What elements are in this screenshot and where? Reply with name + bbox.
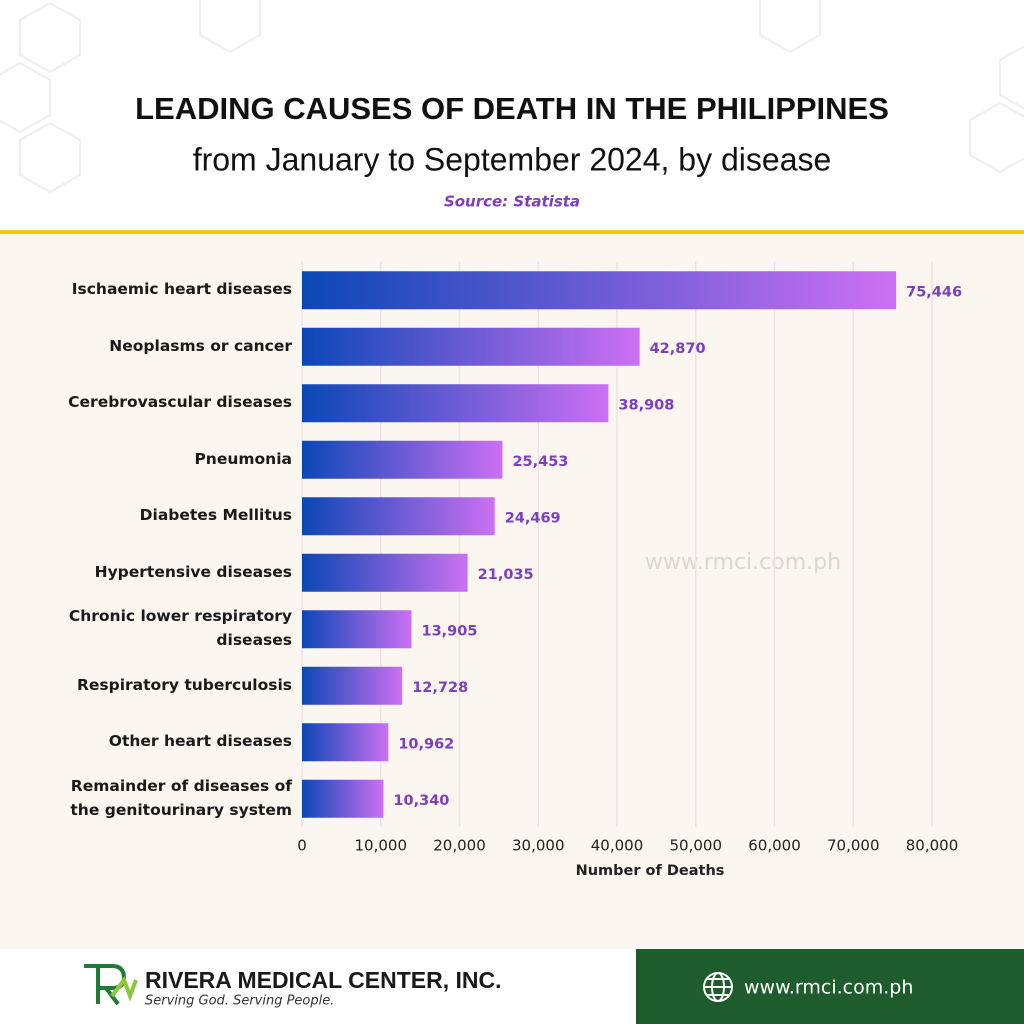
source: Source: Statista (444, 193, 580, 211)
value-label: 13,905 (422, 623, 478, 639)
value-label: 10,962 (398, 736, 454, 752)
x-tick-label: 10,000 (355, 837, 408, 855)
x-tick-label: 80,000 (906, 837, 959, 855)
y-tick-label: Hypertensive diseases (94, 562, 292, 581)
x-tick-label: 40,000 (591, 837, 644, 855)
y-tick-label: Neoplasms or cancer (109, 336, 292, 355)
bar (302, 497, 495, 536)
company-name: RIVERA MEDICAL CENTER, INC. (145, 967, 502, 993)
bar (302, 327, 640, 366)
value-label: 10,340 (393, 793, 449, 809)
bar (302, 666, 403, 705)
y-tick-label: Remainder of diseases of the genitourina… (70, 776, 292, 819)
bar (302, 440, 503, 479)
plot-area: 0 10,000 20,000 30,000 40,000 50,000 60,000 70,… (297, 262, 962, 879)
value-label: 24,469 (505, 510, 561, 526)
bar (302, 779, 384, 818)
logo (84, 964, 138, 1006)
y-tick-label: Other heart diseases (108, 732, 292, 751)
x-tick-label: 70,000 (827, 837, 880, 855)
y-tick-label: Pneumonia (194, 449, 292, 468)
x-axis-title: Number of Deaths (576, 863, 725, 879)
bar (302, 610, 412, 649)
tagline: Serving God. Serving People. (145, 994, 334, 1009)
bar (302, 271, 897, 310)
x-tick-label: 20,000 (433, 837, 486, 855)
value-label: 21,035 (478, 567, 534, 583)
bar (302, 723, 389, 762)
hex-pattern (0, 0, 1024, 194)
chart-subtitle: from January to September 2024, by disea… (193, 141, 832, 177)
x-tick-label: 0 (297, 837, 307, 855)
value-label: 25,453 (512, 454, 568, 470)
value-label: 42,870 (650, 341, 706, 357)
website: www.rmci.com.ph (744, 977, 913, 999)
bar (302, 384, 609, 423)
y-tick-label: Cerebrovascular diseases (68, 393, 292, 412)
y-tick-label: Chronic lower respiratory diseases (68, 607, 292, 650)
x-tick-label: 50,000 (670, 837, 723, 855)
y-tick-label: Ischaemic heart diseases (71, 280, 292, 299)
watermark: www.rmci.com.ph (645, 550, 841, 575)
y-tick-label: Respiratory tuberculosis (76, 675, 292, 694)
chart-title: LEADING CAUSES OF DEATH IN THE PHILIPPIN… (135, 91, 889, 126)
globe-icon (703, 972, 733, 1002)
footer-band (636, 949, 1024, 1024)
x-tick-label: 60,000 (748, 837, 801, 855)
x-tick-label: 30,000 (512, 837, 565, 855)
value-label: 12,728 (412, 680, 468, 696)
divider (0, 230, 1024, 234)
value-label: 75,446 (906, 284, 962, 300)
y-tick-label: Diabetes Mellitus (139, 506, 292, 525)
bar (302, 553, 468, 592)
value-label: 38,908 (618, 397, 674, 413)
